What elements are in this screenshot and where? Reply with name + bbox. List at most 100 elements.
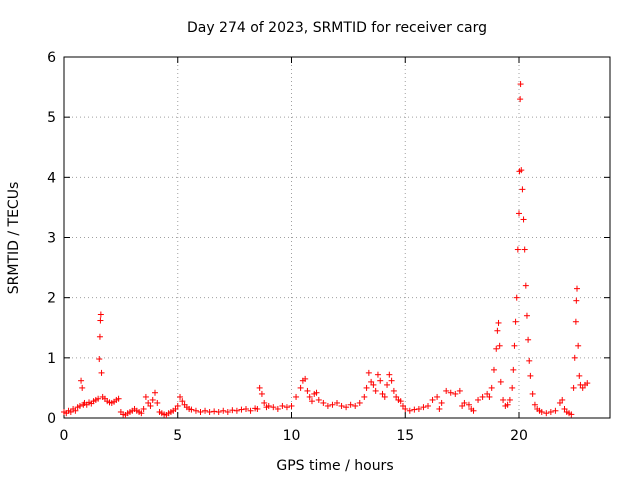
data-point <box>76 402 83 409</box>
y-tick-label: 5 <box>47 110 56 126</box>
data-point <box>197 408 204 415</box>
data-point <box>361 393 368 400</box>
data-point <box>338 402 345 409</box>
data-point <box>243 405 249 412</box>
data-point <box>425 402 431 409</box>
data-point <box>552 407 559 414</box>
data-point <box>308 398 315 405</box>
data-point <box>521 246 528 253</box>
data-point <box>517 81 524 88</box>
data-point <box>247 407 254 414</box>
data-point <box>510 366 517 373</box>
grid-layer <box>64 57 610 418</box>
x-tick-label: 20 <box>510 428 528 444</box>
x-tick-label: 0 <box>60 428 69 444</box>
data-point <box>202 407 209 414</box>
data-point <box>188 406 195 413</box>
y-tick-label: 0 <box>47 411 56 427</box>
chart-title: Day 274 of 2023, SRMTID for receiver car… <box>187 20 487 36</box>
data-point <box>97 317 104 324</box>
data-point <box>461 399 468 406</box>
data-point <box>495 319 502 326</box>
data-point <box>538 408 545 415</box>
data-point <box>436 405 443 412</box>
data-point <box>522 282 529 289</box>
x-tick-label: 5 <box>173 428 182 444</box>
data-point <box>559 396 566 403</box>
data-point <box>571 354 578 361</box>
data-point <box>531 401 538 408</box>
data-point <box>377 377 384 384</box>
data-point <box>192 407 199 414</box>
data-point <box>329 401 336 408</box>
data-point <box>306 393 313 400</box>
data-point <box>456 387 463 394</box>
data-point <box>274 405 281 412</box>
data-point <box>459 402 466 409</box>
data-point <box>486 393 493 400</box>
data-point <box>420 404 427 411</box>
data-point <box>497 378 504 385</box>
data-point <box>526 357 533 364</box>
data-point <box>372 387 379 394</box>
data-point <box>352 402 359 409</box>
data-point <box>115 395 122 402</box>
data-point <box>334 399 340 406</box>
data-point <box>393 393 400 400</box>
data-point <box>379 390 386 397</box>
data-point <box>370 381 377 388</box>
data-point <box>293 393 300 400</box>
data-point <box>177 393 184 400</box>
data-point <box>506 396 513 403</box>
data-point <box>356 399 363 406</box>
data-point <box>512 318 519 325</box>
data-point <box>519 186 526 193</box>
data-point <box>283 404 290 411</box>
data-point <box>527 372 534 379</box>
data-point <box>233 407 240 414</box>
data-point <box>258 390 265 397</box>
data-point <box>347 401 354 408</box>
data-point <box>142 393 149 400</box>
data-point <box>384 381 391 388</box>
data-point <box>509 384 516 391</box>
data-point <box>406 407 413 414</box>
data-point <box>224 408 231 415</box>
data-point <box>490 366 497 373</box>
data-point <box>79 384 86 391</box>
data-point <box>570 384 577 391</box>
data-point <box>504 401 511 408</box>
y-tick-label: 2 <box>47 291 56 307</box>
data-point <box>488 384 495 391</box>
data-point <box>443 387 450 394</box>
data-point <box>174 402 181 409</box>
data-point <box>415 405 422 412</box>
data-point <box>399 402 406 409</box>
data-point <box>97 311 104 318</box>
data-point <box>388 377 395 384</box>
data-point <box>363 384 370 391</box>
data-point <box>172 405 179 412</box>
tick-layer: 0 1 2 3 4 5 6 0 5 10 15 20 <box>47 50 610 444</box>
data-point <box>265 402 272 409</box>
data-point <box>493 345 500 352</box>
data-point <box>411 406 418 413</box>
data-point <box>575 342 582 349</box>
data-point <box>304 387 311 394</box>
data-point <box>397 398 404 405</box>
data-point <box>149 396 156 403</box>
data-point <box>67 408 74 415</box>
data-point <box>511 342 518 349</box>
data-point <box>386 371 393 378</box>
data-point <box>523 312 530 319</box>
data-point <box>320 399 327 406</box>
data-point <box>573 297 580 304</box>
data-point <box>154 399 161 406</box>
data-point <box>475 396 482 403</box>
data-point <box>452 390 459 397</box>
data-point <box>470 407 477 414</box>
data-point <box>513 294 520 301</box>
data-point <box>140 405 147 412</box>
data-point <box>381 393 388 400</box>
